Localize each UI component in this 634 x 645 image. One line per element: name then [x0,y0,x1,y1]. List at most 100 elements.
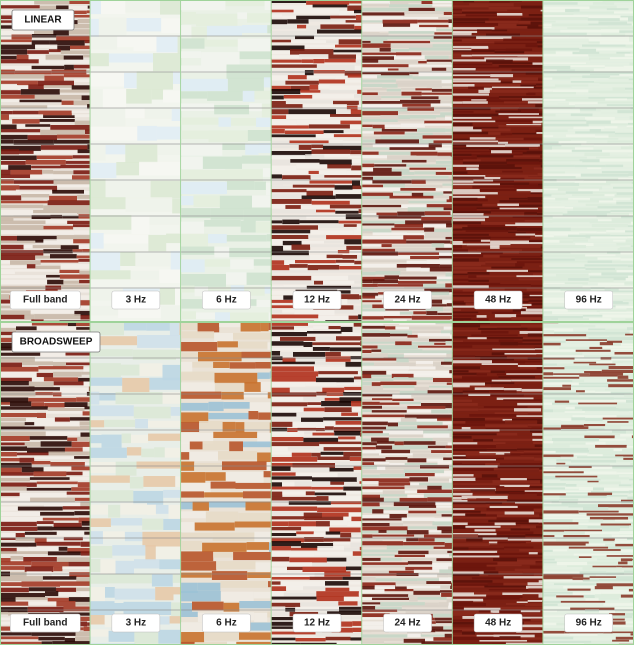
seismic-stripe [76,327,90,330]
seismic-stripe [543,399,554,401]
seismic-stripe [49,196,77,201]
seismic-stripe [433,438,453,442]
seismic-stripe [453,5,489,7]
seismic-stripe [521,111,544,113]
seismic-stripe [590,236,627,238]
seismic-stripe [571,417,585,420]
seismic-stripe [498,191,531,194]
seismic-stripe [280,352,293,356]
seismic-stripe [584,93,599,95]
seismic-stripe [272,442,319,446]
seismic-stripe [543,527,569,529]
seismic-stripe [536,526,543,529]
seismic-stripe [337,382,363,385]
seismic-stripe [208,234,227,243]
seismic-stripe [417,425,448,428]
seismic-stripe [310,577,343,580]
seismic-stripe [422,93,453,95]
seismic-stripe [453,474,474,476]
seismic-stripe [362,406,382,409]
seismic-stripe [321,452,344,455]
seismic-stripe [41,145,88,150]
seismic-stripe [439,577,453,581]
seismic-stripe [563,586,595,589]
seismic-stripe [316,521,330,526]
seismic-stripe [556,114,571,116]
seismic-stripe [0,59,39,63]
seismic-stripe [543,509,583,511]
seismic-stripe [242,156,272,164]
seismic-stripe [374,363,416,366]
seismic-stripe [134,407,171,419]
seismic-stripe [543,318,558,321]
seismic-stripe [63,506,91,509]
seismic-stripe [409,8,435,11]
seismic-stripe [453,50,495,52]
seismic-stripe [339,266,362,269]
seismic-stripe [543,21,555,23]
seismic-stripe [249,411,259,419]
seismic-stripe [442,514,453,516]
seismic-stripe [0,255,35,260]
seismic-stripe [535,376,543,379]
seismic-stripe [523,594,539,596]
seismic-stripe [587,156,596,158]
seismic-stripe [313,59,324,63]
seismic-stripe [155,587,173,600]
seismic-stripe [543,343,560,346]
seismic-stripe [618,138,632,140]
seismic-stripe [249,103,262,111]
seismic-stripe [439,96,453,100]
seismic-stripe [415,88,432,90]
seismic-stripe [371,350,381,352]
seismic-stripe [521,6,544,9]
seismic-stripe [0,241,35,244]
seismic-stripe [198,583,220,591]
seismic-stripe [578,189,599,192]
seismic-stripe [272,447,288,452]
seismic-stripe [582,353,614,356]
seismic-stripe [25,422,35,425]
seismic-stripe [543,582,554,584]
seismic-stripe [247,13,272,22]
seismic-stripe [402,605,448,607]
seismic-stripe [287,567,303,570]
seismic-stripe [526,231,544,234]
seismic-stripe [272,230,311,234]
seismic-stripe [292,453,312,457]
seismic-stripe [528,406,544,409]
seismic-stripe [625,243,634,245]
seismic-stripe [43,576,77,580]
seismic-stripe [82,521,91,526]
panel-label: 3 Hz [126,618,147,629]
seismic-stripe [407,406,445,409]
seismic-stripe [627,236,634,238]
seismic-stripe [572,150,602,152]
seismic-stripe [613,632,634,634]
seismic-stripe [362,354,388,358]
seismic-stripe [281,581,326,586]
seismic-stripe [623,299,634,301]
seismic-stripe [596,48,634,50]
seismic-stripe [346,246,362,250]
seismic-stripe [336,336,362,340]
seismic-stripe [362,80,396,83]
seismic-stripe [296,164,327,168]
seismic-stripe [392,445,428,449]
seismic-stripe [244,382,260,392]
seismic-stripe [54,381,84,385]
seismic-stripe [181,274,226,287]
seismic-stripe [91,53,109,66]
seismic-stripe [0,381,29,385]
seismic-stripe [352,408,363,412]
seismic-stripe [471,427,486,429]
seismic-stripe [571,138,619,140]
seismic-stripe [453,81,501,83]
seismic-stripe [289,558,327,563]
seismic-stripe [500,200,542,202]
seismic-stripe [585,264,628,266]
seismic-stripe [362,101,400,104]
seismic-stripe [137,462,181,469]
seismic-stripe [584,380,607,383]
seismic-stripe [272,96,284,100]
